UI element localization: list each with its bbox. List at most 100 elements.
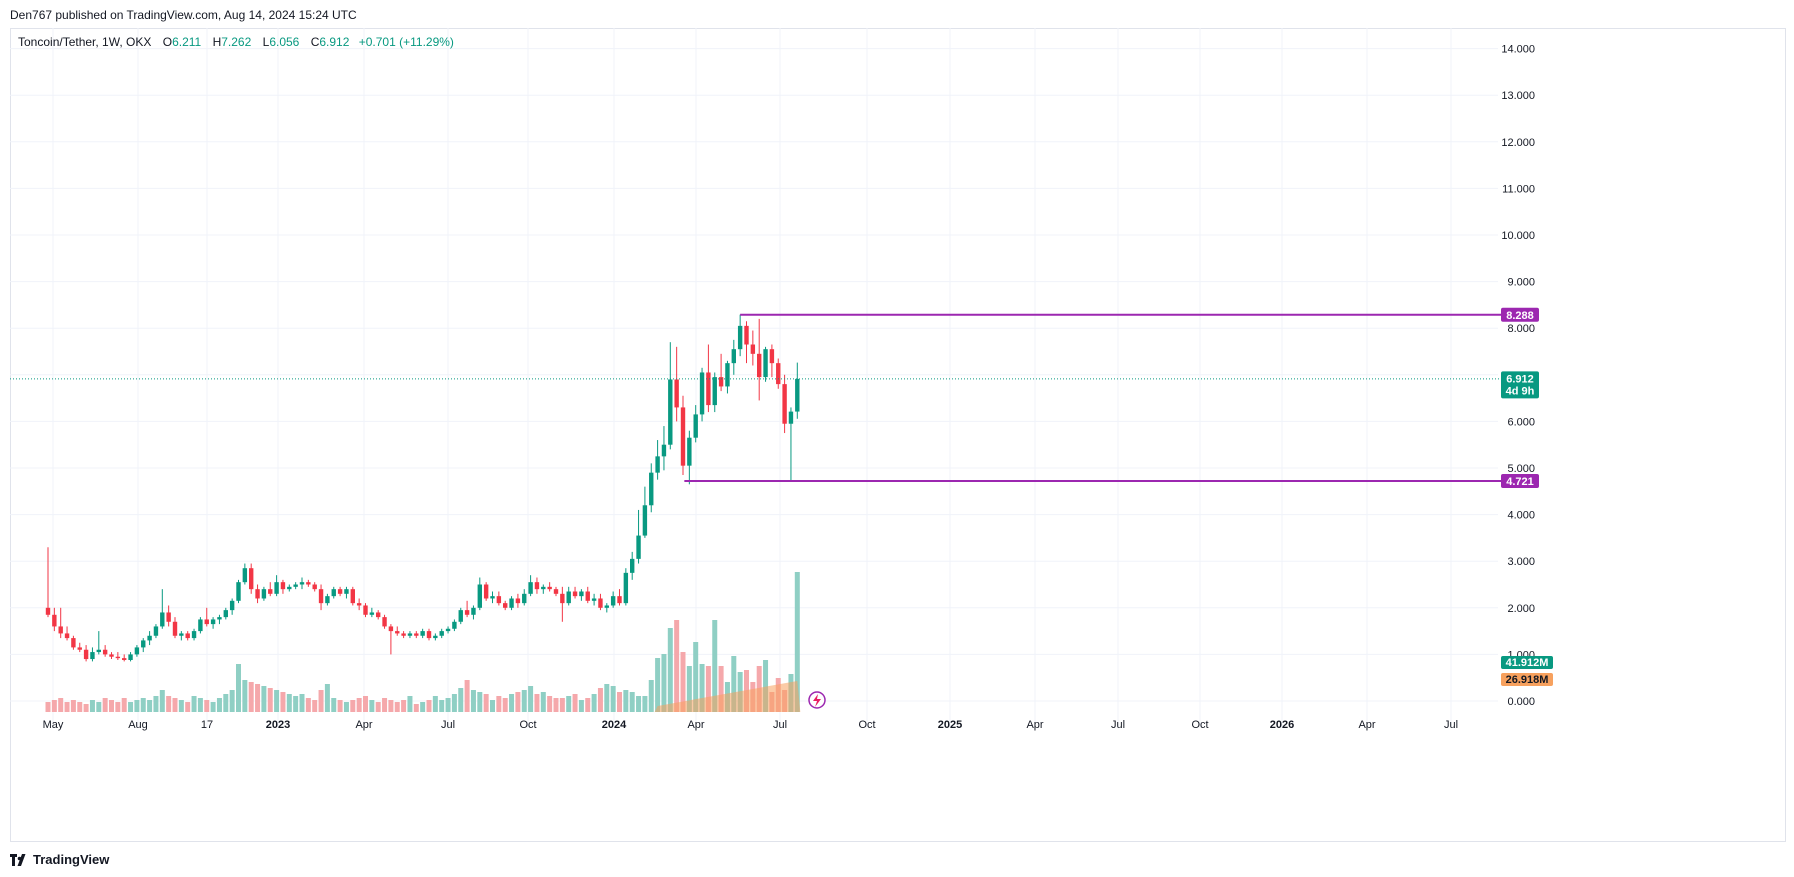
time-tick: Jul xyxy=(773,719,787,731)
volume-bar xyxy=(490,700,495,712)
candle-body xyxy=(604,605,609,608)
candle-body xyxy=(598,598,603,608)
volume-bar xyxy=(401,700,407,712)
volume-bar xyxy=(89,700,95,712)
volume-bar xyxy=(356,698,362,712)
volume-bar xyxy=(147,700,153,712)
candle-body xyxy=(471,607,476,615)
candle-body xyxy=(699,372,705,415)
candle-body xyxy=(464,610,470,615)
price-tick: 3.000 xyxy=(1507,556,1535,568)
price-tick: 5.000 xyxy=(1507,463,1535,475)
candle-body xyxy=(788,411,794,424)
volume-bar xyxy=(236,664,241,712)
candle-body xyxy=(115,656,121,659)
volume-bar xyxy=(58,698,64,712)
volume-bar xyxy=(661,654,667,712)
volume-bar xyxy=(585,698,591,712)
candle-body xyxy=(210,619,216,625)
candle-body xyxy=(382,617,387,627)
volume-bar xyxy=(464,680,470,712)
candle-body xyxy=(725,363,730,387)
symbol-name[interactable]: Toncoin/Tether, 1W, OKX xyxy=(18,35,152,49)
volume-bar xyxy=(667,628,673,712)
volume-bar xyxy=(261,686,267,712)
lightning-icon[interactable] xyxy=(808,691,826,709)
volume-bar xyxy=(210,702,216,712)
volume-bar xyxy=(185,702,191,712)
volume-bar xyxy=(223,694,229,712)
candle-body xyxy=(426,631,432,639)
volume-bar xyxy=(363,696,368,712)
low-label: L xyxy=(262,35,270,49)
time-tick: Aug xyxy=(128,719,148,731)
time-tick: Oct xyxy=(519,719,536,731)
chart-frame xyxy=(10,28,1786,842)
candle-body xyxy=(102,649,108,655)
symbol-legend: Toncoin/Tether, 1W, OKX O6.211 H7.262 L6… xyxy=(18,35,454,49)
candle-body xyxy=(331,589,336,597)
avg-volume-area xyxy=(654,681,801,712)
time-tick: Apr xyxy=(355,719,372,731)
volume-bar xyxy=(566,696,572,712)
volume-bar xyxy=(731,656,737,712)
candle-body xyxy=(617,596,622,604)
volume-bar xyxy=(121,698,127,712)
candle-body xyxy=(153,626,159,636)
volume-bar xyxy=(413,704,419,712)
time-tick: Oct xyxy=(858,719,875,731)
candle-body xyxy=(172,621,178,636)
candle-body xyxy=(388,626,394,632)
volume-bar xyxy=(382,698,388,712)
candle-body xyxy=(630,558,635,573)
svg-text:26.918M: 26.918M xyxy=(1506,674,1549,686)
volume-bar xyxy=(636,696,642,712)
volume-bar xyxy=(458,688,464,712)
candle-body xyxy=(687,437,692,466)
volume-bar xyxy=(324,684,330,712)
volume-bar xyxy=(375,702,381,712)
price-tick: 11.000 xyxy=(1502,183,1535,195)
candle-body xyxy=(280,582,286,590)
volume-bar xyxy=(305,698,311,712)
volume-bar xyxy=(70,700,76,712)
volume-bar xyxy=(337,700,343,712)
candle-body xyxy=(483,584,489,599)
tradingview-footer[interactable]: TradingView xyxy=(10,852,109,867)
price-tick: 9.000 xyxy=(1507,277,1535,289)
candle-body xyxy=(712,377,717,406)
candle-body xyxy=(445,628,451,632)
volume-bar xyxy=(83,704,89,712)
time-tick: Jul xyxy=(1111,719,1125,731)
avg-volume-badge: 26.918M xyxy=(1501,673,1553,686)
open-label: O xyxy=(162,35,173,49)
candle-body xyxy=(229,600,235,611)
candle-body xyxy=(299,582,305,585)
candle-body xyxy=(223,610,228,618)
time-tick: 2025 xyxy=(938,719,962,731)
volume-bar xyxy=(280,692,286,712)
volume-bar xyxy=(248,682,254,712)
candle-body xyxy=(452,621,457,629)
candle-body xyxy=(496,596,502,604)
volume-bar xyxy=(763,660,769,712)
volume-bar xyxy=(432,696,438,712)
candle-body xyxy=(566,591,571,604)
candle-body xyxy=(649,472,654,506)
time-tick: Jul xyxy=(441,719,455,731)
volume-bar xyxy=(420,702,426,712)
candle-body xyxy=(674,379,679,408)
volume-bar xyxy=(680,652,686,712)
volume-bar xyxy=(140,698,146,712)
volume-bar xyxy=(274,690,280,712)
candle-body xyxy=(407,633,413,636)
price-tick: 2.000 xyxy=(1507,603,1535,615)
candle-body xyxy=(693,414,698,438)
price-chart[interactable]: 14.000 13.000 12.000 11.000 10.000 9.000 8.000… xyxy=(10,28,1786,842)
volume-bar xyxy=(178,700,184,712)
volume-bar xyxy=(128,702,134,712)
volume-bar xyxy=(547,696,553,712)
candle-body xyxy=(185,633,190,639)
candle-body xyxy=(642,505,648,536)
